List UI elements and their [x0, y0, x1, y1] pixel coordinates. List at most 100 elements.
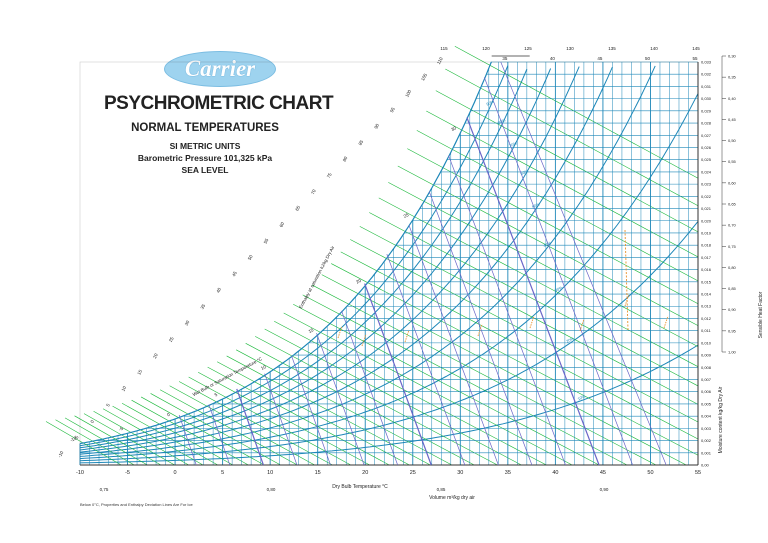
enthalpy-left-label: 110 — [436, 56, 444, 65]
shf-tick-label: 0,60 — [728, 180, 737, 185]
volume-tick-label: 0,90 — [600, 487, 609, 492]
deviation-mark — [663, 315, 669, 329]
level-label: SEA LEVEL — [181, 165, 229, 175]
moisture-tick-label: 0,024 — [701, 169, 712, 174]
moisture-tick-label: 0,004 — [701, 414, 712, 419]
rh-label: 50% — [531, 201, 541, 209]
x-tick-label: 45 — [600, 470, 606, 476]
chart-frame — [79, 61, 699, 466]
moisture-tick-label: 0,002 — [701, 438, 712, 443]
volume-axis-label: Volume m³/kg dry air — [429, 495, 475, 501]
moisture-tick-label: 0,014 — [701, 292, 712, 297]
volume-line — [264, 373, 298, 466]
volume-line — [483, 77, 633, 466]
moisture-tick-label: 0,003 — [701, 426, 712, 431]
enthalpy-left-label: 50 — [247, 254, 254, 261]
enthalpy-left-label: 25 — [168, 336, 175, 343]
enthalpy-left-label: 45 — [231, 270, 238, 277]
enthalpy-left-label: -10 — [57, 450, 65, 459]
x-tick-label: 5 — [221, 470, 224, 476]
moisture-tick-label: 0,019 — [701, 230, 712, 235]
saturation-curve — [79, 61, 493, 445]
enthalpy-line — [264, 328, 522, 466]
moisture-tick-label: 0,029 — [701, 108, 712, 113]
x-tick-label: 55 — [695, 470, 701, 476]
moisture-tick-label: 0,030 — [701, 96, 712, 101]
top-temp-label: 35 — [502, 56, 508, 61]
chart-subtitle: NORMAL TEMPERATURES — [131, 122, 279, 134]
chart-title: PSYCHROMETRIC CHART — [104, 93, 334, 114]
volume-line — [500, 61, 667, 466]
x-tick-label: 10 — [267, 470, 273, 476]
enthalpy-left-label: 35 — [199, 303, 206, 310]
enthalpy-top-label: 130 — [566, 46, 574, 51]
enthalpy-top-label: 140 — [650, 46, 658, 51]
wet-bulb-label-tick: -10 — [69, 435, 78, 443]
enthalpy-line — [293, 303, 600, 466]
moisture-tick-label: 0,011 — [701, 328, 711, 333]
enthalpy-line — [83, 413, 175, 466]
moisture-tick-label: 0,016 — [701, 267, 712, 272]
rh-curve — [79, 65, 509, 447]
rh-label: 60% — [520, 168, 530, 176]
shf-tick-label: 0,80 — [728, 265, 737, 270]
rh-label: 90% — [485, 99, 495, 107]
enthalpy-line — [131, 399, 249, 466]
rh-label: 70% — [508, 140, 518, 148]
enthalpy-line — [216, 361, 410, 466]
enthalpy-left-label: 70 — [310, 188, 317, 195]
enthalpy-line — [121, 402, 234, 466]
enthalpy-line — [274, 320, 547, 466]
enthalpy-left-label: 20 — [152, 352, 159, 359]
shf-tick-label: 0,65 — [728, 202, 737, 207]
volume-line — [316, 333, 365, 466]
enthalpy-line — [188, 376, 351, 466]
enthalpy-line — [369, 212, 699, 387]
moisture-tick-label: 0,013 — [701, 304, 712, 309]
rh-label: 80% — [497, 117, 507, 125]
enthalpy-left-label: 100 — [404, 89, 412, 98]
enthalpy-line — [302, 294, 628, 466]
volume-line — [408, 225, 499, 466]
enthalpy-left-label: 30 — [184, 319, 191, 326]
enthalpy-line — [416, 130, 699, 282]
moisture-tick-label: 0,026 — [701, 145, 712, 150]
enthalpy-line — [454, 45, 699, 179]
enthalpy-left-label: 80 — [342, 155, 349, 162]
top-temp-label: 45 — [597, 56, 603, 61]
rh-label: 10% — [577, 393, 587, 401]
moisture-tick-label: 0,022 — [701, 194, 712, 199]
rh-curve — [79, 68, 528, 449]
enthalpy-top-label: 115 — [440, 46, 448, 51]
volume-line — [466, 117, 600, 466]
moisture-tick-label: 0,010 — [701, 340, 712, 345]
deviation-mark — [579, 318, 585, 332]
moisture-tick-label: 0,015 — [701, 279, 712, 284]
volume-tick-label: 0,85 — [437, 487, 446, 492]
wet-bulb-label-tick: 25 — [403, 212, 410, 219]
enthalpy-left-label: 40 — [215, 286, 222, 293]
enthalpy-line — [55, 419, 135, 466]
enthalpy-left-label: 95 — [389, 106, 396, 113]
x-tick-label: 30 — [457, 470, 463, 476]
moisture-tick-label: 0,017 — [701, 255, 712, 260]
moisture-tick-label: 0,021 — [701, 206, 712, 211]
enthalpy-line — [445, 68, 699, 206]
enthalpy-line — [226, 355, 431, 466]
units-label: SI METRIC UNITS — [169, 141, 241, 151]
enthalpy-left-label: 105 — [420, 72, 428, 81]
moisture-tick-label: 0,007 — [701, 377, 712, 382]
shf-tick-label: 1,00 — [728, 350, 737, 355]
moisture-tick-label: 0,028 — [701, 121, 712, 126]
deviation-mark — [404, 329, 410, 343]
logo-text: Carrier — [184, 56, 256, 81]
x-tick-label: 50 — [647, 470, 653, 476]
deviation-mark — [337, 325, 343, 339]
enthalpy-line — [178, 381, 333, 466]
rh-curve — [79, 344, 699, 464]
shf-tick-label: 0,95 — [728, 328, 737, 333]
enthalpy-top-label: 145 — [692, 46, 700, 51]
moisture-tick-label: 0,00 — [701, 463, 710, 468]
enthalpy-line — [397, 165, 699, 326]
shf-tick-label: 0,70 — [728, 223, 737, 228]
